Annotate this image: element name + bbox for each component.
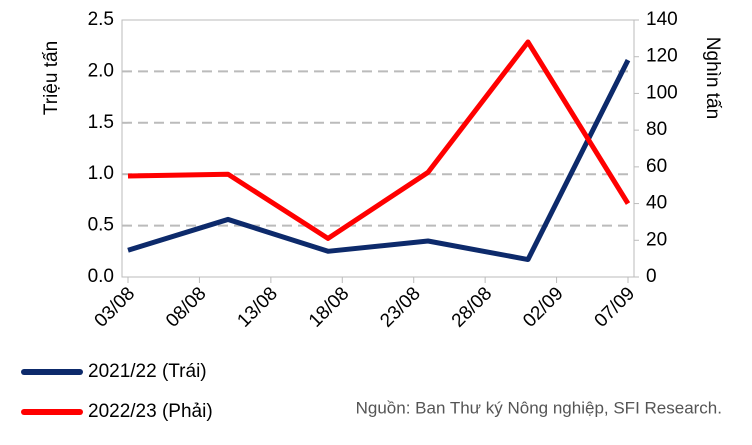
x-tick-label: 13/08 bbox=[233, 283, 281, 331]
y2-tick-label: 60 bbox=[646, 156, 667, 177]
x-tick-label: 23/08 bbox=[376, 283, 424, 331]
y-tick-label: 2.5 bbox=[88, 9, 114, 30]
legend-label: 2022/23 (Phải) bbox=[88, 401, 213, 422]
y-tick-label: 1.0 bbox=[88, 163, 114, 184]
y-tick-label: 1.5 bbox=[88, 112, 114, 133]
x-tick-label: 02/09 bbox=[519, 283, 567, 331]
y-tick-label: 0.5 bbox=[88, 215, 114, 236]
x-tick-label: 07/09 bbox=[591, 283, 639, 331]
x-tick-label: 18/08 bbox=[305, 283, 353, 331]
x-tick-label: 28/08 bbox=[448, 283, 496, 331]
y-axis-title: Triệu tấn bbox=[41, 41, 62, 115]
plot-frame bbox=[121, 19, 635, 278]
legend-label: 2021/22 (Trái) bbox=[88, 361, 207, 382]
y2-tick-label: 140 bbox=[646, 9, 678, 30]
x-tick-label: 03/08 bbox=[91, 283, 139, 331]
x-tick-label: 08/08 bbox=[162, 283, 210, 331]
y2-tick-label: 80 bbox=[646, 119, 667, 140]
y2-tick-label: 0 bbox=[646, 266, 657, 287]
y-tick-label: 0.0 bbox=[88, 266, 114, 287]
y2-tick-label: 120 bbox=[646, 46, 678, 67]
series-line bbox=[127, 58, 631, 263]
y-tick-label: 2.0 bbox=[88, 60, 114, 81]
y2-axis-title: Nghìn tấn bbox=[702, 37, 723, 119]
y2-tick-label: 100 bbox=[646, 82, 678, 103]
y2-tick-label: 20 bbox=[646, 229, 667, 250]
y2-tick-label: 40 bbox=[646, 193, 667, 214]
series-line bbox=[127, 39, 631, 241]
source-note: Nguồn: Ban Thư ký Nông nghiệp, SFI Resea… bbox=[356, 398, 722, 417]
